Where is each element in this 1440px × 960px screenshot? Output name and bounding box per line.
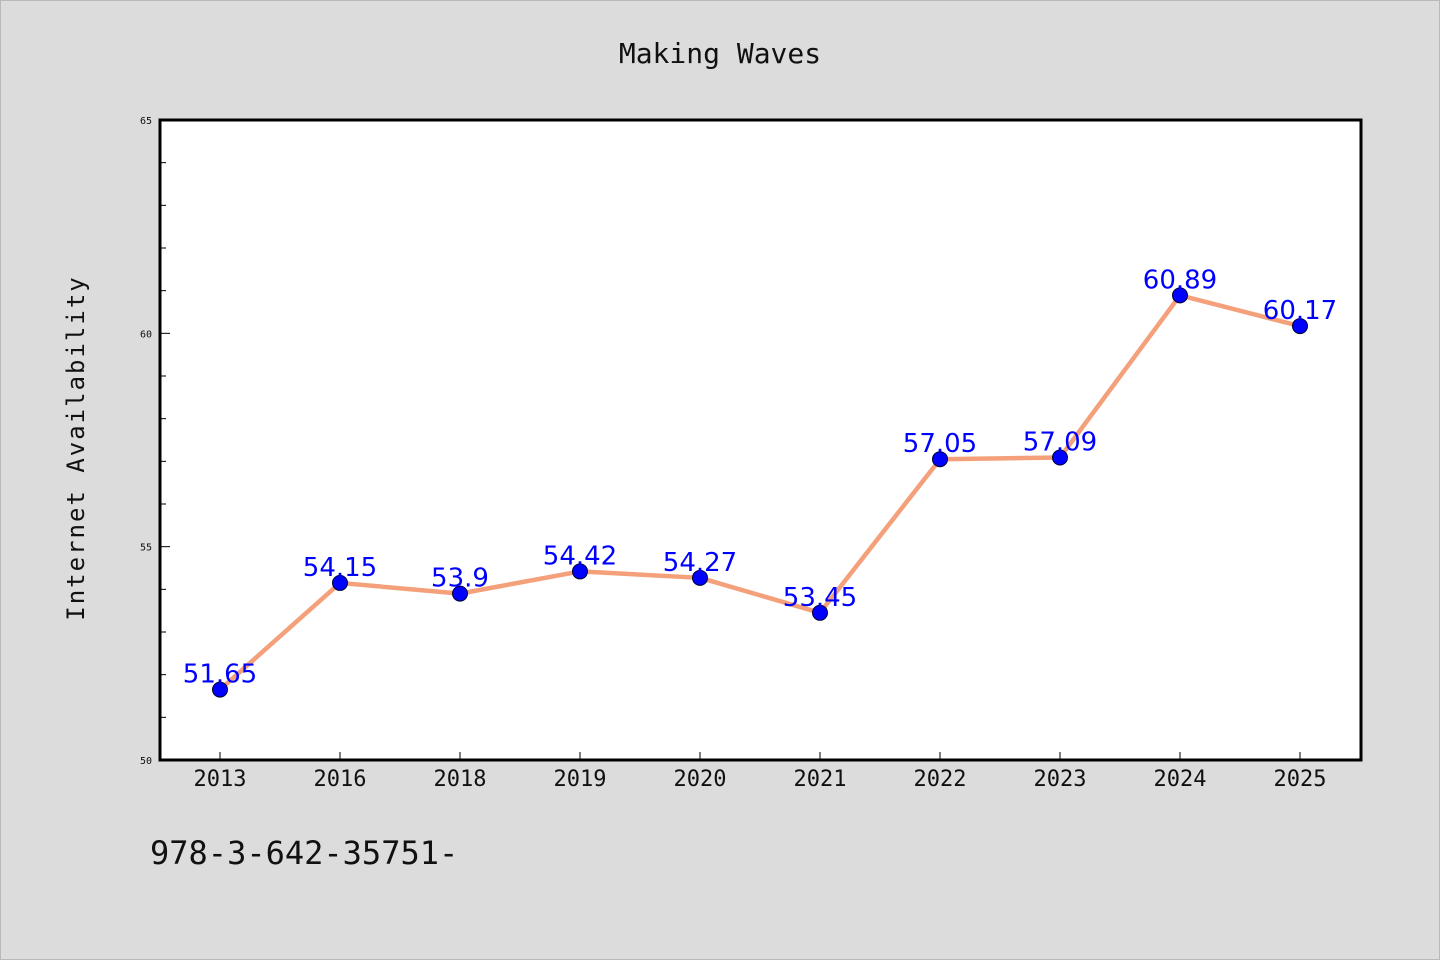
y-tick-label: 50: [140, 756, 152, 767]
x-tick-label: 2023: [1034, 767, 1087, 792]
x-tick-label: 2016: [314, 767, 367, 792]
data-label: 51.65: [183, 660, 257, 690]
y-tick-label: 65: [140, 116, 152, 127]
data-label: 54.15: [303, 553, 377, 583]
y-tick-label: 60: [140, 329, 152, 340]
data-point: [692, 569, 708, 586]
data-point: [1172, 287, 1188, 304]
data-label: 57.05: [903, 429, 977, 459]
data-label: 54.42: [543, 541, 617, 571]
y-axis-ticks: 50 55 60 65: [140, 116, 170, 767]
data-label: 53.45: [783, 583, 857, 613]
x-tick-label: 2013: [194, 767, 247, 792]
chart-title: Making Waves: [619, 37, 821, 70]
x-tick-label: 2018: [434, 767, 487, 792]
data-point: [1052, 449, 1068, 466]
y-tick-label: 55: [140, 543, 152, 554]
data-point: [1292, 318, 1308, 335]
x-tick-label: 2019: [554, 767, 607, 792]
x-tick-label: 2025: [1274, 767, 1327, 792]
data-point: [332, 574, 348, 591]
data-point: [812, 604, 828, 621]
footer-isbn-text: 978-3-642-35751-: [150, 834, 459, 872]
x-tick-label: 2024: [1154, 767, 1207, 792]
data-label: 60.17: [1263, 296, 1337, 326]
series-layer: 51.65 54.15 53.9 54.42 54.27 53.45 57.05 57.09 6…: [183, 265, 1337, 698]
x-axis-ticks: 2013 2016 2018 2019 2020 2021 2022 2023 2024 2025: [194, 752, 1327, 792]
x-tick-label: 2022: [914, 767, 967, 792]
data-label: 53.9: [431, 564, 489, 594]
data-point: [572, 563, 588, 580]
data-label: 54.27: [663, 548, 737, 578]
x-tick-label: 2020: [674, 767, 727, 792]
data-point: [932, 451, 948, 468]
y-axis-label: Internet Availability: [62, 275, 90, 620]
x-tick-label: 2021: [794, 767, 847, 792]
data-label: 60.89: [1143, 265, 1217, 295]
series-line: [217, 293, 1303, 692]
plot-area: [158, 118, 1363, 762]
data-point: [452, 585, 468, 602]
data-label: 57.09: [1023, 427, 1097, 457]
data-point: [212, 681, 228, 698]
